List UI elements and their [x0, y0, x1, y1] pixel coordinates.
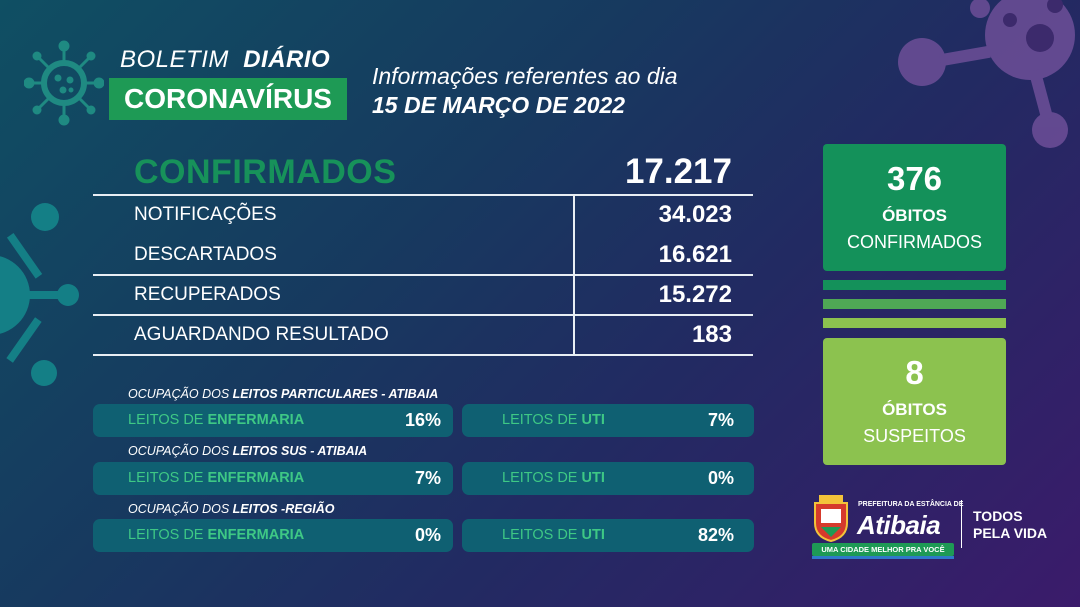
- enfermaria-value: 7%: [414, 468, 441, 488]
- virus-icon: [24, 40, 104, 126]
- table-row-label: RECUPERADOS: [134, 284, 281, 305]
- coat-of-arms-icon: [814, 495, 848, 543]
- uti-label: LEITOS DE UTI: [502, 470, 605, 486]
- confirmados-label: CONFIRMADOS: [134, 153, 397, 191]
- enfermaria-value: 16%: [404, 410, 441, 430]
- obitos-suspeitos-box: 8 ÓBITOS SUSPEITOS: [823, 338, 1006, 465]
- enfermaria-pill: LEITOS DE ENFERMARIA 0%: [93, 519, 453, 552]
- uti-pill: LEITOS DE UTI 0%: [462, 462, 754, 495]
- table-row-value: 183: [691, 321, 732, 348]
- table-divider: [93, 314, 753, 316]
- table-row-value: 15.272: [658, 281, 732, 308]
- obitos-label: ÓBITOS: [882, 400, 947, 419]
- obitos-confirmados-box: 376 ÓBITOS CONFIRMADOS: [823, 144, 1006, 271]
- table-divider: [93, 354, 753, 356]
- table-divider: [93, 274, 753, 276]
- divider-stripe: [823, 299, 1006, 309]
- occupancy-title: OCUPAÇÃO DOS LEITOS SUS - ATIBAIA: [128, 444, 368, 458]
- virus-icon: [898, 0, 1075, 148]
- prefeitura-text: PREFEITURA DA ESTÂNCIA DE: [858, 501, 964, 508]
- table-divider: [573, 194, 575, 356]
- suspeitos-sublabel: SUSPEITOS: [863, 426, 966, 446]
- header-title: BOLETIM DIÁRIO: [120, 46, 330, 74]
- uti-value: 7%: [707, 410, 734, 430]
- uti-value: 0%: [707, 468, 734, 488]
- uti-label: LEITOS DE UTI: [502, 412, 605, 428]
- uti-value: 82%: [697, 525, 734, 545]
- table-row-label: AGUARDANDO RESULTADO: [134, 324, 389, 345]
- city-slogan: UMA CIDADE MELHOR PRA VOCÊ: [812, 543, 954, 556]
- enfermaria-label: LEITOS DE ENFERMARIA: [128, 470, 305, 486]
- occupancy-title: OCUPAÇÃO DOS LEITOS -REGIÃO: [128, 502, 335, 516]
- enfermaria-value: 0%: [414, 525, 441, 545]
- boletim-text: BOLETIM: [120, 46, 229, 73]
- enfermaria-label: LEITOS DE ENFERMARIA: [128, 527, 305, 543]
- table-divider: [93, 194, 753, 196]
- city-name: Atibaia: [857, 510, 941, 540]
- table-row-value: 16.621: [658, 241, 732, 268]
- info-line: Informações referentes ao dia: [372, 63, 678, 89]
- coronavirus-badge: CORONAVÍRUS: [109, 78, 347, 120]
- confirmados-value: 17.217: [624, 152, 732, 191]
- slogan-bar: [812, 556, 954, 559]
- uti-pill: LEITOS DE UTI 7%: [462, 404, 754, 437]
- footer-divider: [961, 500, 962, 548]
- uti-label: LEITOS DE UTI: [502, 527, 605, 543]
- obitos-label: ÓBITOS: [882, 206, 947, 225]
- obitos-suspeitos-value: 8: [905, 354, 924, 391]
- table-row-value: 34.023: [658, 201, 732, 228]
- enfermaria-pill: LEITOS DE ENFERMARIA 16%: [93, 404, 453, 437]
- occupancy-title: OCUPAÇÃO DOS LEITOS PARTICULARES - ATIBA…: [128, 387, 439, 401]
- enfermaria-pill: LEITOS DE ENFERMARIA 7%: [93, 462, 453, 495]
- table-row-label: DESCARTADOS: [134, 244, 277, 265]
- confirmados-sublabel: CONFIRMADOS: [847, 232, 982, 252]
- table-row-label: NOTIFICAÇÕES: [134, 204, 277, 225]
- enfermaria-label: LEITOS DE ENFERMARIA: [128, 412, 305, 428]
- virus-icon: [0, 203, 79, 386]
- todos-pela-vida: TODOS PELA VIDA: [973, 508, 1048, 541]
- report-date: 15 DE MARÇO DE 2022: [372, 92, 626, 118]
- divider-stripe: [823, 318, 1006, 328]
- divider-stripe: [823, 280, 1006, 290]
- obitos-confirmados-value: 376: [886, 160, 943, 197]
- diario-text: DIÁRIO: [243, 46, 331, 73]
- uti-pill: LEITOS DE UTI 82%: [462, 519, 754, 552]
